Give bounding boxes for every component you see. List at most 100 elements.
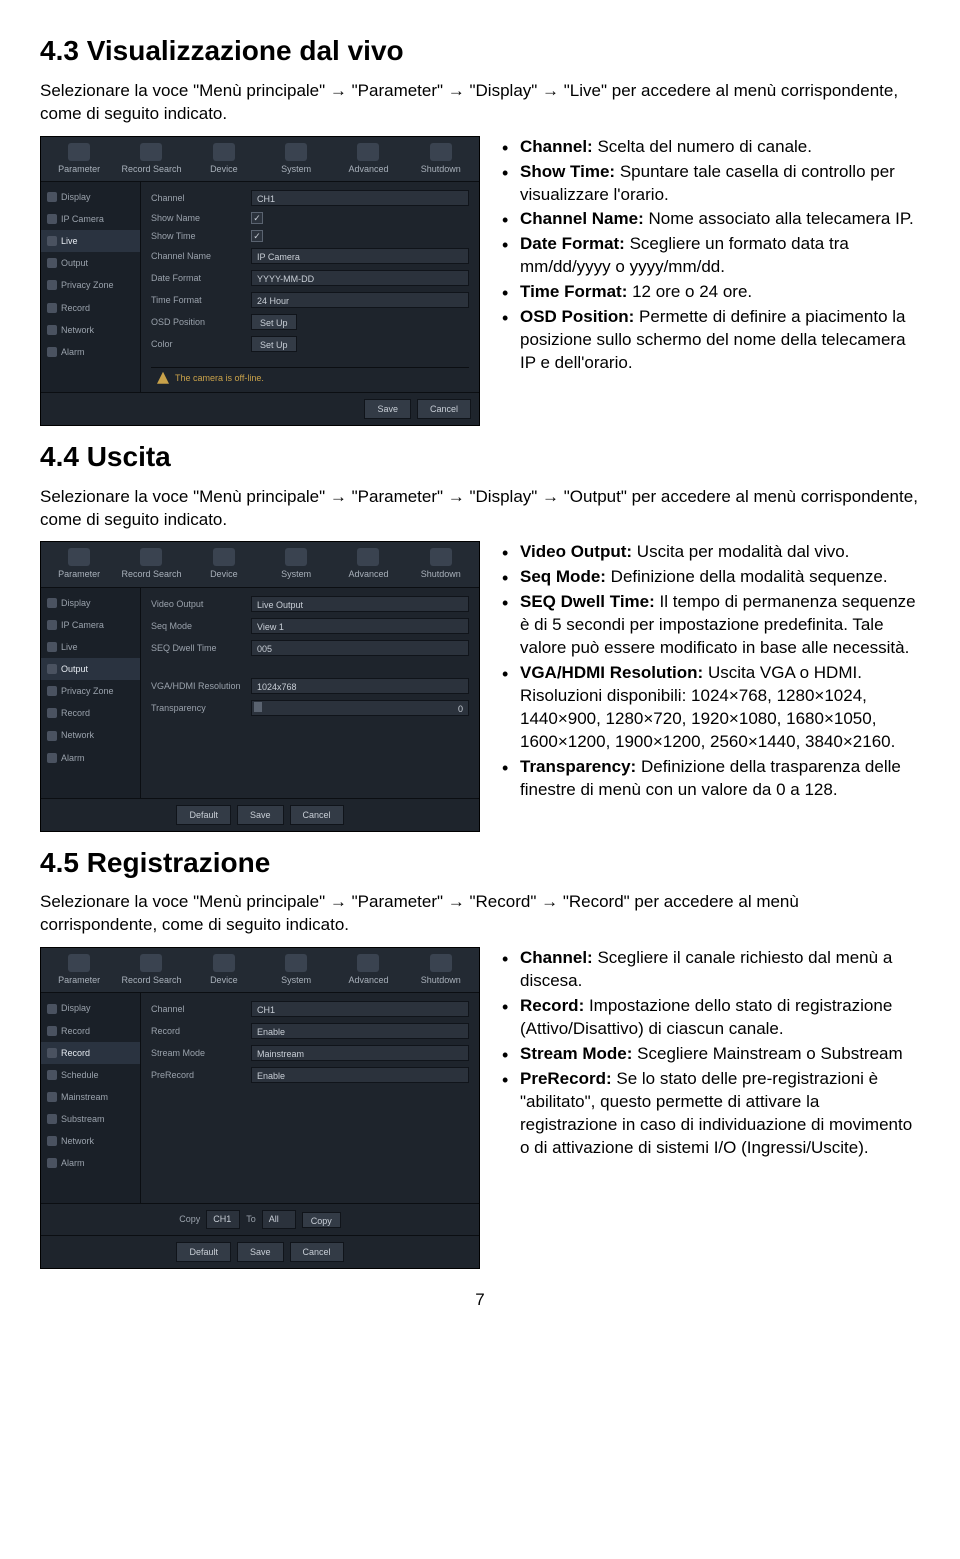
topbar-item[interactable]: Shutdown [405, 548, 477, 580]
form-checkbox[interactable] [251, 212, 263, 224]
sidebar-item[interactable]: Network [41, 1130, 140, 1152]
footer-button[interactable]: Save [237, 1242, 284, 1262]
form-select[interactable]: Enable [251, 1023, 469, 1039]
footer-button[interactable]: Save [237, 805, 284, 825]
sidebar-item[interactable]: Alarm [41, 341, 140, 363]
form-slider[interactable]: 0 [251, 700, 469, 716]
copy-to-select[interactable]: All [262, 1210, 296, 1228]
footer-button[interactable]: Cancel [290, 1242, 344, 1262]
sidebar-item[interactable]: Display [41, 997, 140, 1019]
topbar-item[interactable]: Shutdown [405, 954, 477, 986]
bullet-label: Channel: [520, 137, 593, 156]
bullet-label: SEQ Dwell Time: [520, 592, 655, 611]
section-4-5-row: ParameterRecord SearchDeviceSystemAdvanc… [40, 947, 920, 1268]
topbar-item[interactable]: Advanced [332, 954, 404, 986]
bullet-text: Definizione della modalità sequenze. [606, 567, 888, 586]
sidebar-icon [47, 598, 57, 608]
form-select[interactable]: View 1 [251, 618, 469, 634]
sidebar-label: Privacy Zone [61, 279, 114, 291]
sidebar-icon [47, 753, 57, 763]
sidebar-item[interactable]: Mainstream [41, 1086, 140, 1108]
topbar-item[interactable]: Advanced [332, 548, 404, 580]
topbar-item[interactable]: Record Search [115, 954, 187, 986]
sidebar-item[interactable]: Live [41, 636, 140, 658]
form-row: VGA/HDMI Resolution1024x768 [151, 678, 469, 694]
bullet-item: PreRecord: Se lo stato delle pre-registr… [496, 1068, 920, 1160]
topbar-item[interactable]: Parameter [43, 143, 115, 175]
sidebar-item[interactable]: Record [41, 702, 140, 724]
form-checkbox[interactable] [251, 230, 263, 242]
sidebar-item[interactable]: Output [41, 252, 140, 274]
sidebar-label: Output [61, 257, 88, 269]
sidebar-item[interactable]: Substream [41, 1108, 140, 1130]
topbar-item[interactable]: Advanced [332, 143, 404, 175]
form-select[interactable]: Live Output [251, 596, 469, 612]
sidebar-item[interactable]: Alarm [41, 1152, 140, 1174]
sidebar-label: Substream [61, 1113, 105, 1125]
bullet-item: Channel Name: Nome associato alla teleca… [496, 208, 920, 231]
topbar-item[interactable]: Record Search [115, 143, 187, 175]
sidebar-label: Network [61, 1135, 94, 1147]
topbar-item[interactable]: Record Search [115, 548, 187, 580]
bullet-label: Date Format: [520, 234, 625, 253]
form-input[interactable]: IP Camera [251, 248, 469, 264]
sidebar-item[interactable]: Display [41, 186, 140, 208]
screenshot-4-3: ParameterRecord SearchDeviceSystemAdvanc… [40, 136, 480, 426]
footer-button[interactable]: Cancel [417, 399, 471, 419]
sidebar-icon [47, 1004, 57, 1014]
sidebar-icon [47, 731, 57, 741]
form-select[interactable]: CH1 [251, 190, 469, 206]
topbar-item[interactable]: Shutdown [405, 143, 477, 175]
sidebar-item[interactable]: IP Camera [41, 208, 140, 230]
sidebar-item[interactable]: Output [41, 658, 140, 680]
sidebar-icon [47, 280, 57, 290]
topbar-item[interactable]: Device [188, 548, 260, 580]
form-select[interactable]: 24 Hour [251, 292, 469, 308]
desc-4-4: Video Output: Uscita per modalità dal vi… [496, 541, 920, 803]
sidebar-item[interactable]: Alarm [41, 747, 140, 769]
form-select[interactable]: CH1 [251, 1001, 469, 1017]
topbar-item[interactable]: System [260, 548, 332, 580]
form-select[interactable]: Mainstream [251, 1045, 469, 1061]
topbar-item[interactable]: Parameter [43, 954, 115, 986]
sidebar-item[interactable]: Record [41, 297, 140, 319]
copy-from-select[interactable]: CH1 [206, 1210, 240, 1228]
form-label: OSD Position [151, 316, 251, 328]
ui-sidebar: DisplayRecordRecordScheduleMainstreamSub… [41, 993, 141, 1203]
form-input[interactable]: 005 [251, 640, 469, 656]
footer-button[interactable]: Default [176, 805, 231, 825]
sidebar-item[interactable]: Network [41, 319, 140, 341]
topbar-item[interactable]: System [260, 954, 332, 986]
form-button[interactable]: Set Up [251, 336, 297, 352]
topbar-item[interactable]: Parameter [43, 548, 115, 580]
form-row: PreRecordEnable [151, 1067, 469, 1083]
topbar-label: Shutdown [421, 974, 461, 986]
bullet-item: Stream Mode: Scegliere Mainstream o Subs… [496, 1043, 920, 1066]
sidebar-item[interactable]: Privacy Zone [41, 680, 140, 702]
sidebar-item[interactable]: Privacy Zone [41, 274, 140, 296]
sidebar-item[interactable]: Record [41, 1020, 140, 1042]
sidebar-item[interactable]: Schedule [41, 1064, 140, 1086]
topbar-item[interactable]: Device [188, 143, 260, 175]
form-select[interactable]: Enable [251, 1067, 469, 1083]
sidebar-item[interactable]: Live [41, 230, 140, 252]
copy-button[interactable]: Copy [302, 1212, 341, 1228]
form-select[interactable]: YYYY-MM-DD [251, 270, 469, 286]
sidebar-item[interactable]: Record [41, 1042, 140, 1064]
form-select[interactable]: 1024x768 [251, 678, 469, 694]
sidebar-item[interactable]: IP Camera [41, 614, 140, 636]
sidebar-item[interactable]: Display [41, 592, 140, 614]
topbar-item[interactable]: System [260, 143, 332, 175]
form-label: Record [151, 1025, 251, 1037]
footer-button[interactable]: Default [176, 1242, 231, 1262]
sidebar-item[interactable]: Network [41, 724, 140, 746]
topbar-item[interactable]: Device [188, 954, 260, 986]
footer-button[interactable]: Save [364, 399, 411, 419]
sidebar-icon [47, 192, 57, 202]
footer-button[interactable]: Cancel [290, 805, 344, 825]
sidebar-label: Display [61, 597, 91, 609]
sidebar-label: Live [61, 641, 78, 653]
form-button[interactable]: Set Up [251, 314, 297, 330]
topbar-icon [68, 954, 90, 972]
topbar-icon [285, 143, 307, 161]
